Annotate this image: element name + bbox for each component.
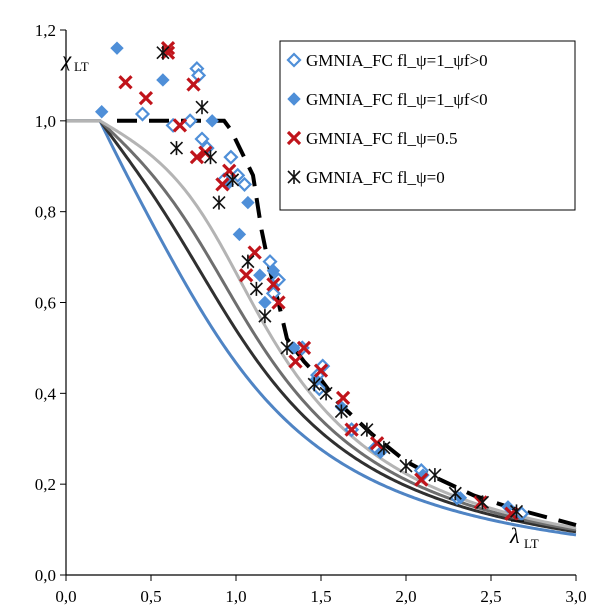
x-axis-label-sub: LT xyxy=(524,536,539,551)
buckling-curve-1 xyxy=(66,119,577,537)
dashed-curve xyxy=(117,118,577,527)
data-point-s4-2 xyxy=(169,141,184,156)
data-point-s4-3 xyxy=(195,100,209,115)
data-point-s2-9 xyxy=(258,295,272,310)
data-point-s4-1 xyxy=(156,45,170,60)
x-tick-label-7: 3,0 xyxy=(565,587,586,606)
legend-symbol-series-2 xyxy=(287,92,301,106)
data-point-s2-7 xyxy=(241,195,255,210)
data-point-s2-3 xyxy=(156,73,170,87)
data-point-s1-6 xyxy=(194,131,210,147)
data-point-s3-2 xyxy=(138,90,154,106)
data-point-s4-16 xyxy=(399,459,413,473)
data-point-s4-19 xyxy=(475,495,490,510)
data-point-s4-4 xyxy=(203,150,218,165)
data-point-s4-15 xyxy=(377,440,391,455)
buckling-curve-2 xyxy=(66,119,577,534)
legend-label-series-3: GMNIA_FC fl_ψ=0.5 xyxy=(306,129,458,148)
data-point-s2-10 xyxy=(266,264,281,278)
data-point-s4-17 xyxy=(428,468,442,483)
data-point-s3-19 xyxy=(344,422,359,437)
data-point-s4-8 xyxy=(249,281,263,296)
data-point-s3-21 xyxy=(414,472,429,487)
data-point-s3-14 xyxy=(271,295,286,310)
data-point-s2-17 xyxy=(501,500,515,514)
data-point-s2-8 xyxy=(253,268,267,282)
x-axis-label-main: λ xyxy=(509,523,520,548)
data-point-s3-13 xyxy=(266,277,281,292)
y-axis-label-sub: LT xyxy=(74,59,89,74)
y-axis-label: χ LT xyxy=(60,47,89,74)
legend-symbols xyxy=(286,52,302,184)
y-axis-label-main: χ xyxy=(60,47,72,71)
legend-label-series-2: GMNIA_FC fl_ψ=1_ψf<0 xyxy=(306,90,488,109)
buckling-curve-3 xyxy=(66,119,577,532)
y-tick-label-2: 0,2 xyxy=(35,475,56,494)
y-tick-label-7: 1,2 xyxy=(35,21,56,40)
x-tick-label-5: 2,0 xyxy=(395,587,416,606)
data-point-s3-9 xyxy=(215,177,230,192)
data-point-s3-7 xyxy=(189,150,205,165)
y-tick-label-6: 1,0 xyxy=(35,112,56,131)
data-point-s4-18 xyxy=(448,486,462,501)
data-point-s3-12 xyxy=(247,245,262,260)
x-tick-label-1: 0,0 xyxy=(55,587,76,606)
series-3 xyxy=(118,41,519,521)
data-point-s4-9 xyxy=(258,309,272,324)
data-point-s3-22 xyxy=(473,495,488,510)
data-point-s4-7 xyxy=(241,254,255,269)
x-tick-label-4: 1,5 xyxy=(310,587,331,606)
data-point-s4-5 xyxy=(212,195,226,210)
y-tick-label-3: 0,4 xyxy=(35,384,57,403)
legend-label-series-4: GMNIA_FC fl_ψ=0 xyxy=(306,168,445,187)
legend-symbol-series-4 xyxy=(287,170,301,184)
data-point-s3-20 xyxy=(369,436,385,451)
data-point-s3-17 xyxy=(313,363,329,378)
data-point-s1-9 xyxy=(223,149,239,165)
data-point-s4-6 xyxy=(226,172,240,187)
scatter-markers xyxy=(94,41,530,522)
data-point-s3-18 xyxy=(335,390,351,406)
data-point-s2-1 xyxy=(94,105,109,119)
series-4 xyxy=(156,45,524,519)
legend-label-series-1: GMNIA_FC fl_ψ=1_ψf>0 xyxy=(306,51,488,70)
data-point-s4-13 xyxy=(334,404,348,419)
data-point-s4-12 xyxy=(319,386,333,401)
x-tick-label-3: 1,0 xyxy=(225,587,246,606)
legend-symbol-series-3 xyxy=(286,130,302,146)
data-point-s1-3 xyxy=(182,113,198,129)
tick-labels: 0,0 0,5 1,0 1,5 2,0 2,5 3,0 0,0 0,2 0,4 0,6 0,8 1,0 1… xyxy=(35,21,587,606)
legend: GMNIA_FC fl_ψ=1_ψf>0 GMNIA_FC fl_ψ=1_ψf<… xyxy=(279,40,576,211)
data-point-s3-6 xyxy=(186,77,201,92)
data-point-s4-14 xyxy=(360,422,374,437)
data-point-s2-2 xyxy=(110,41,124,55)
data-point-s3-4 xyxy=(160,45,176,60)
legend-box xyxy=(279,40,576,211)
data-point-s3-15 xyxy=(288,354,303,369)
y-tick-label-1: 0,0 xyxy=(35,566,56,585)
data-point-s1-1 xyxy=(134,106,151,122)
data-point-s2-4 xyxy=(205,114,219,128)
data-point-s4-20 xyxy=(509,504,524,519)
data-point-s4-10 xyxy=(280,340,294,355)
x-axis-label: λ LT xyxy=(509,520,539,551)
data-point-s3-16 xyxy=(296,340,312,356)
data-point-s3-1 xyxy=(118,75,133,90)
y-tick-label-4: 0,6 xyxy=(35,294,56,313)
x-tick-label-6: 2,5 xyxy=(480,587,501,606)
dashed-curve-group xyxy=(117,118,577,527)
data-point-s3-5 xyxy=(172,118,188,133)
data-point-s4-11 xyxy=(307,377,321,392)
legend-symbol-series-1 xyxy=(286,52,302,68)
y-tick-label-5: 0,8 xyxy=(35,203,56,222)
data-point-s1-11 xyxy=(236,176,253,192)
data-point-s3-11 xyxy=(239,268,254,283)
buckling-curve-4 xyxy=(66,119,577,530)
x-tick-label-2: 0,5 xyxy=(140,587,161,606)
buckling-curves xyxy=(66,119,577,537)
data-point-s2-6 xyxy=(232,227,247,242)
